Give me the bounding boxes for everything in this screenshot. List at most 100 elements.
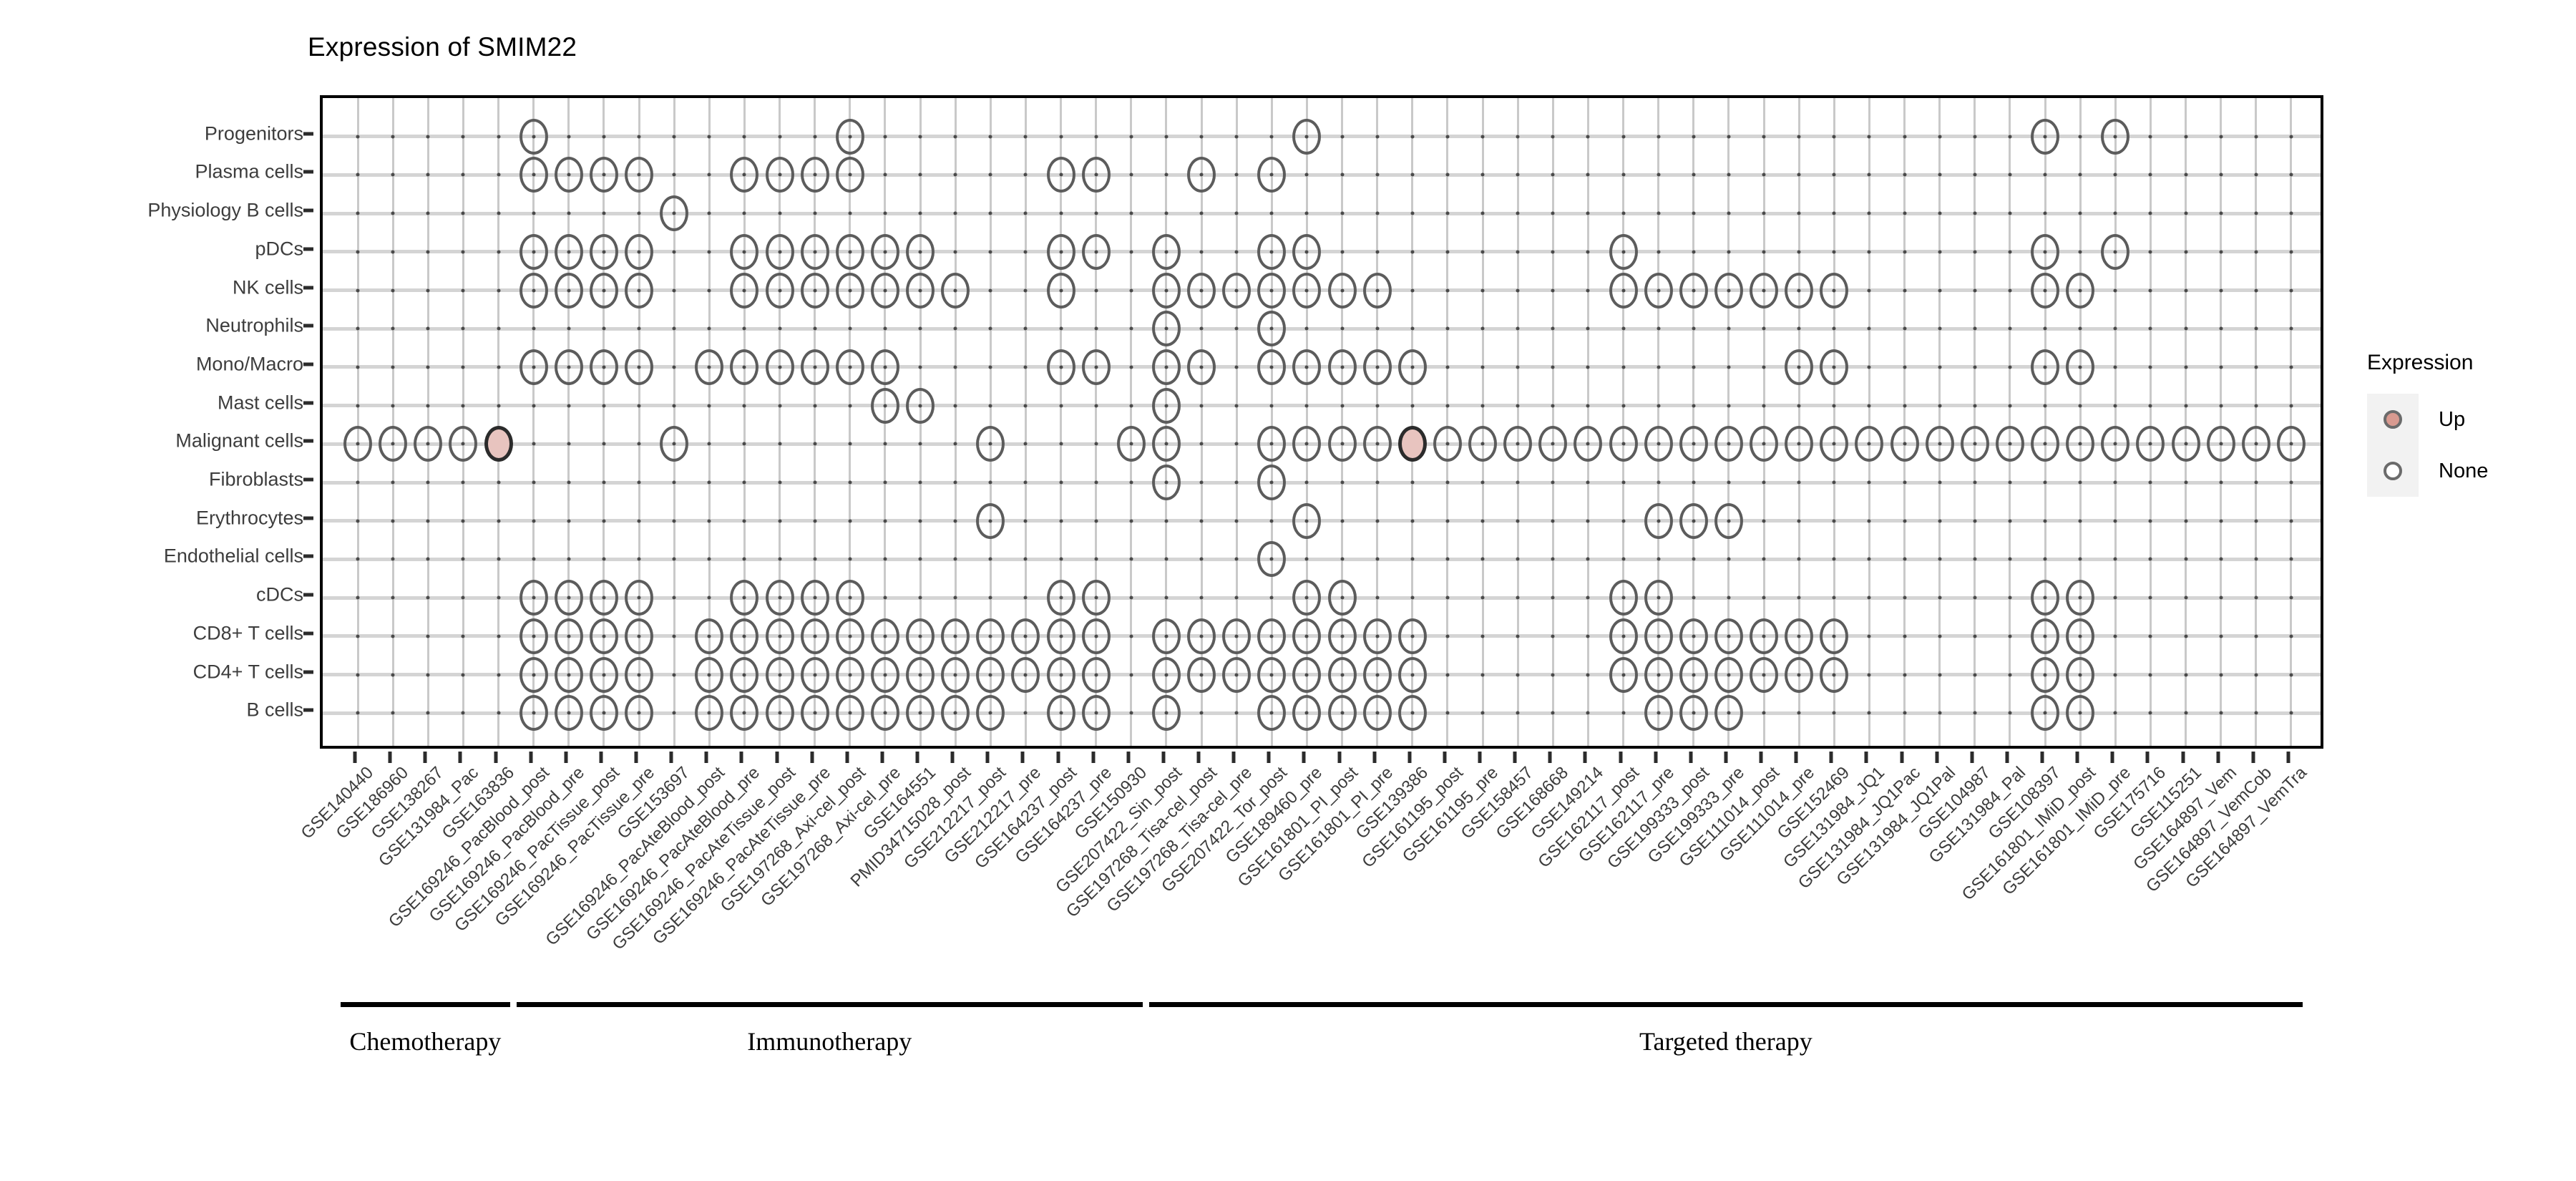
data-point-none[interactable] <box>1116 426 1146 462</box>
data-point-none[interactable] <box>906 695 935 732</box>
data-point-none[interactable] <box>2031 580 2060 616</box>
data-point-none[interactable] <box>906 618 935 654</box>
data-point-none[interactable] <box>554 157 583 193</box>
data-point-none[interactable] <box>2031 349 2060 385</box>
data-point-none[interactable] <box>1327 349 1357 385</box>
data-point-none[interactable] <box>906 656 935 693</box>
data-point-none[interactable] <box>1257 233 1287 270</box>
data-point-none[interactable] <box>1679 502 1708 539</box>
data-point-none[interactable] <box>1046 157 1075 193</box>
data-point-none[interactable] <box>1714 272 1743 308</box>
data-point-none[interactable] <box>730 349 759 385</box>
data-point-none[interactable] <box>800 349 829 385</box>
data-point-none[interactable] <box>1292 233 1322 270</box>
data-point-none[interactable] <box>1679 272 1708 308</box>
data-point-none[interactable] <box>589 656 618 693</box>
data-point-none[interactable] <box>1187 656 1216 693</box>
data-point-none[interactable] <box>1046 272 1075 308</box>
data-point-none[interactable] <box>1890 426 1919 462</box>
data-point-none[interactable] <box>519 656 548 693</box>
data-point-none[interactable] <box>1785 656 1814 693</box>
data-point-none[interactable] <box>1292 426 1322 462</box>
data-point-none[interactable] <box>1046 349 1075 385</box>
data-point-none[interactable] <box>765 580 794 616</box>
data-point-none[interactable] <box>1257 272 1287 308</box>
data-point-none[interactable] <box>519 580 548 616</box>
data-point-none[interactable] <box>1327 272 1357 308</box>
data-point-none[interactable] <box>2031 656 2060 693</box>
data-point-none[interactable] <box>625 233 654 270</box>
data-point-none[interactable] <box>1714 695 1743 732</box>
data-point-none[interactable] <box>870 349 899 385</box>
data-point-none[interactable] <box>1151 349 1181 385</box>
data-point-none[interactable] <box>2066 580 2095 616</box>
data-point-none[interactable] <box>800 580 829 616</box>
data-point-none[interactable] <box>1960 426 1989 462</box>
data-point-none[interactable] <box>1714 502 1743 539</box>
data-point-none[interactable] <box>1327 618 1357 654</box>
data-point-none[interactable] <box>1046 233 1075 270</box>
data-point-none[interactable] <box>2171 426 2200 462</box>
data-point-none[interactable] <box>2066 695 2095 732</box>
data-point-none[interactable] <box>765 349 794 385</box>
data-point-none[interactable] <box>695 618 724 654</box>
data-point-none[interactable] <box>1644 502 1673 539</box>
data-point-none[interactable] <box>1609 272 1638 308</box>
data-point-none[interactable] <box>835 233 864 270</box>
data-point-none[interactable] <box>1785 618 1814 654</box>
data-point-none[interactable] <box>1644 618 1673 654</box>
data-point-none[interactable] <box>730 618 759 654</box>
data-point-none[interactable] <box>1327 695 1357 732</box>
data-point-none[interactable] <box>554 349 583 385</box>
data-point-none[interactable] <box>835 618 864 654</box>
data-point-none[interactable] <box>906 272 935 308</box>
data-point-none[interactable] <box>1855 426 1884 462</box>
data-point-none[interactable] <box>1011 656 1040 693</box>
data-point-none[interactable] <box>1081 580 1111 616</box>
data-point-none[interactable] <box>1081 233 1111 270</box>
data-point-none[interactable] <box>625 695 654 732</box>
data-point-none[interactable] <box>765 656 794 693</box>
data-point-none[interactable] <box>1820 618 1849 654</box>
data-point-none[interactable] <box>1046 580 1075 616</box>
data-point-none[interactable] <box>1222 656 1252 693</box>
data-point-none[interactable] <box>1257 157 1287 193</box>
data-point-none[interactable] <box>730 272 759 308</box>
data-point-none[interactable] <box>941 695 970 732</box>
data-point-none[interactable] <box>765 233 794 270</box>
data-point-none[interactable] <box>730 233 759 270</box>
data-point-none[interactable] <box>1292 580 1322 616</box>
data-point-none[interactable] <box>1679 695 1708 732</box>
data-point-none[interactable] <box>1679 426 1708 462</box>
data-point-none[interactable] <box>1468 426 1498 462</box>
data-point-none[interactable] <box>1362 695 1392 732</box>
data-point-none[interactable] <box>519 618 548 654</box>
data-point-none[interactable] <box>1644 695 1673 732</box>
data-point-none[interactable] <box>1820 426 1849 462</box>
data-point-none[interactable] <box>800 272 829 308</box>
data-point-none[interactable] <box>1503 426 1533 462</box>
data-point-none[interactable] <box>1081 157 1111 193</box>
data-point-none[interactable] <box>906 233 935 270</box>
data-point-none[interactable] <box>1538 426 1568 462</box>
data-point-up[interactable] <box>1397 426 1427 462</box>
data-point-none[interactable] <box>1820 349 1849 385</box>
data-point-none[interactable] <box>976 618 1005 654</box>
data-point-none[interactable] <box>800 695 829 732</box>
data-point-none[interactable] <box>1609 618 1638 654</box>
data-point-none[interactable] <box>695 349 724 385</box>
data-point-none[interactable] <box>976 426 1005 462</box>
data-point-none[interactable] <box>1292 349 1322 385</box>
data-point-none[interactable] <box>1820 272 1849 308</box>
data-point-none[interactable] <box>2101 233 2130 270</box>
data-point-none[interactable] <box>730 580 759 616</box>
data-point-none[interactable] <box>1081 349 1111 385</box>
data-point-none[interactable] <box>1397 349 1427 385</box>
data-point-none[interactable] <box>554 695 583 732</box>
data-point-none[interactable] <box>800 656 829 693</box>
data-point-none[interactable] <box>835 272 864 308</box>
data-point-none[interactable] <box>589 272 618 308</box>
data-point-none[interactable] <box>554 618 583 654</box>
data-point-none[interactable] <box>1292 502 1322 539</box>
data-point-none[interactable] <box>1714 426 1743 462</box>
